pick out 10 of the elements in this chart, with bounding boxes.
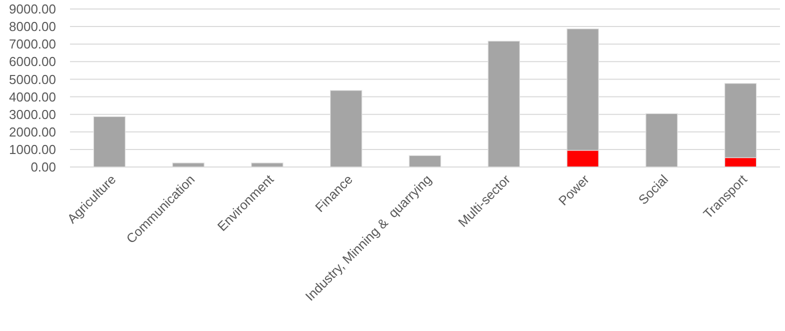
y-tick-label: 1000.00 — [9, 142, 56, 157]
y-tick-label: 7000.00 — [9, 36, 56, 52]
y-tick-label: 2000.00 — [9, 124, 56, 140]
y-tick-label: 8000.00 — [9, 19, 56, 34]
y-tick-label: 3000.00 — [9, 106, 56, 122]
y-tick-label: 5000.00 — [9, 72, 56, 87]
y-tick-label: 0.00 — [30, 160, 56, 175]
y-tick-label: 4000.00 — [9, 89, 56, 104]
y-tick-label: 9000.00 — [9, 2, 56, 17]
y-tick-label: 6000.00 — [9, 54, 56, 70]
